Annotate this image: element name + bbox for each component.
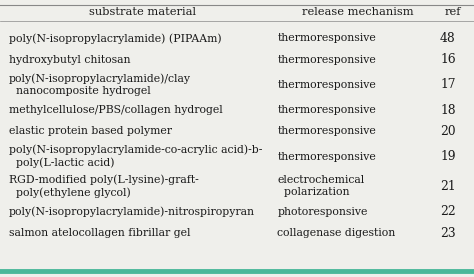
Text: thermoresponsive: thermoresponsive (277, 126, 376, 137)
Text: hydroxybutyl chitosan: hydroxybutyl chitosan (9, 55, 130, 65)
Text: poly(N-isopropylacrylamide-co-acrylic acid)-b-
  poly(L-lactic acid): poly(N-isopropylacrylamide-co-acrylic ac… (9, 145, 262, 168)
Text: salmon atelocollagen fibrillar gel: salmon atelocollagen fibrillar gel (9, 228, 190, 238)
Text: elastic protein based polymer: elastic protein based polymer (9, 126, 172, 137)
Text: thermoresponsive: thermoresponsive (277, 105, 376, 115)
Text: 21: 21 (440, 180, 456, 193)
Text: ref: ref (445, 7, 461, 17)
Text: 16: 16 (440, 53, 456, 66)
Text: collagenase digestion: collagenase digestion (277, 228, 395, 238)
Text: 20: 20 (440, 125, 456, 138)
Text: methylcellulose/PBS/collagen hydrogel: methylcellulose/PBS/collagen hydrogel (9, 105, 222, 115)
Text: photoresponsive: photoresponsive (277, 207, 368, 217)
Text: thermoresponsive: thermoresponsive (277, 80, 376, 90)
Text: poly(⁠⁠N-isopropylacrylamide) (PIPAAm): poly(⁠⁠N-isopropylacrylamide) (PIPAAm) (9, 33, 221, 44)
Text: thermoresponsive: thermoresponsive (277, 152, 376, 162)
Text: 22: 22 (440, 205, 456, 218)
Text: poly(N-isopropylacrylamide)-nitrospiropyran: poly(N-isopropylacrylamide)-nitrospiropy… (9, 206, 255, 217)
Text: electrochemical
  polarization: electrochemical polarization (277, 175, 365, 197)
Text: release mechanism: release mechanism (302, 7, 414, 17)
Text: RGD-modified poly(L-lysine)-graft-
  poly(ethylene glycol): RGD-modified poly(L-lysine)-graft- poly(… (9, 174, 198, 198)
Text: thermoresponsive: thermoresponsive (277, 55, 376, 65)
Text: 23: 23 (440, 227, 456, 240)
Text: 19: 19 (440, 150, 456, 163)
Text: substrate material: substrate material (89, 7, 196, 17)
Text: thermoresponsive: thermoresponsive (277, 33, 376, 43)
Text: 18: 18 (440, 104, 456, 117)
Text: 17: 17 (440, 78, 456, 91)
Text: poly(N-isopropylacrylamide)/clay
  nanocomposite hydrogel: poly(N-isopropylacrylamide)/clay nanocom… (9, 73, 191, 96)
Text: 48: 48 (440, 32, 456, 45)
